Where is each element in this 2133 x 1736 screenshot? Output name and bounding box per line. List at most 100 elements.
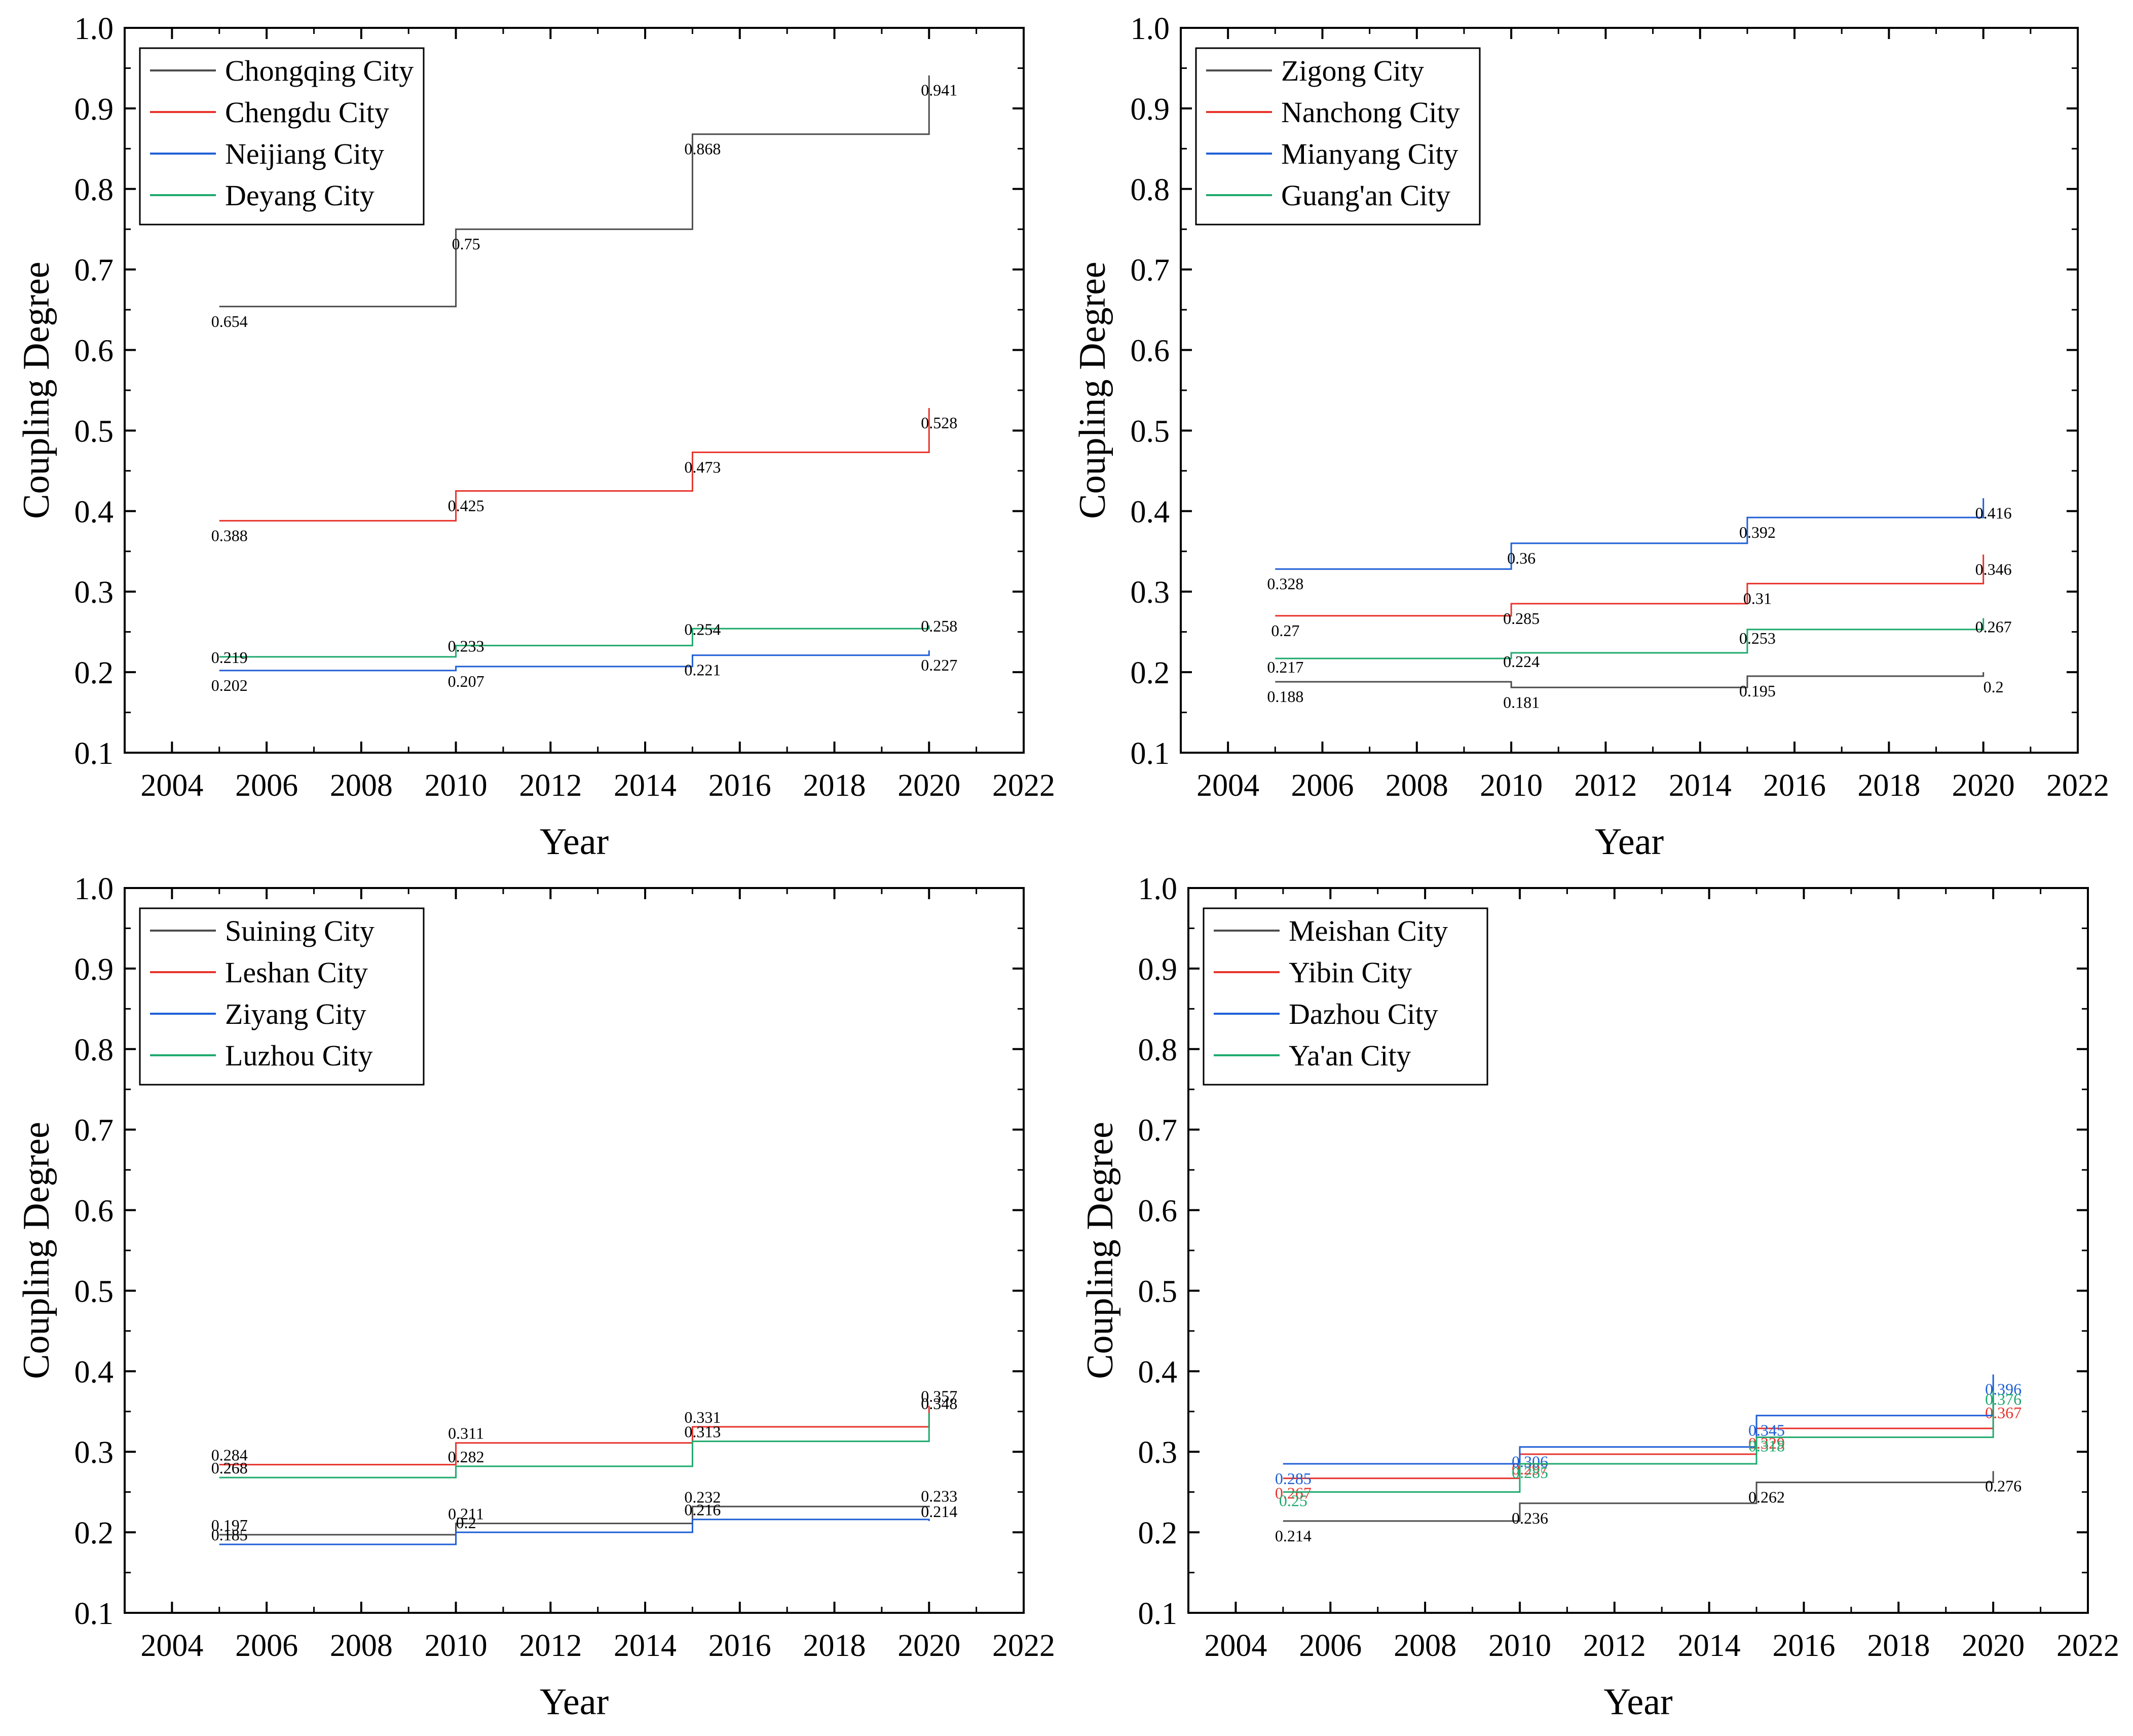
- y-tick-label: 0.4: [1131, 495, 1170, 529]
- data-label: 0.188: [1267, 687, 1303, 706]
- data-label: 0.284: [211, 1446, 248, 1464]
- data-label: 0.211: [448, 1505, 484, 1523]
- series-line-3: [1283, 1374, 1994, 1465]
- y-tick-label: 0.1: [74, 736, 114, 771]
- legend-label: Suining City: [225, 914, 375, 947]
- data-label: 0.388: [211, 526, 248, 544]
- legend-label: Meishan City: [1289, 914, 1448, 947]
- x-tick-label: 2004: [1196, 768, 1259, 803]
- data-label: 0.376: [1985, 1390, 2022, 1408]
- data-label: 0.267: [1275, 1484, 1312, 1502]
- y-tick-label: 0.6: [1138, 1194, 1178, 1229]
- data-label: 0.36: [1507, 549, 1536, 567]
- legend-label: Leshan City: [225, 956, 368, 989]
- data-label: 0.253: [1739, 629, 1776, 647]
- data-label: 0.311: [448, 1424, 484, 1443]
- legend-label: Guang'an City: [1281, 179, 1450, 212]
- y-tick-label: 0.9: [1138, 952, 1178, 987]
- data-label: 0.262: [1748, 1488, 1785, 1506]
- y-tick-label: 0.4: [74, 495, 114, 529]
- series-line-3: [1275, 498, 1985, 570]
- series-line-4: [219, 625, 930, 658]
- chart-panel-3: 0.1 0.2 0.3 0.4 0.5 0.6 0.7 0.8 0.9 1.0 2004 2006 20…: [16, 872, 1055, 1723]
- x-tick-label: 2020: [897, 768, 960, 803]
- x-tick-label: 2006: [1291, 768, 1354, 803]
- data-label: 0.357: [921, 1387, 957, 1406]
- data-label: 0.254: [684, 620, 721, 638]
- y-tick-label: 0.5: [74, 1274, 114, 1309]
- data-label: 0.654: [211, 312, 248, 330]
- y-tick-label: 0.6: [1131, 334, 1170, 368]
- x-tick-label: 2022: [2056, 1629, 2119, 1663]
- series-line-2: [219, 408, 930, 522]
- data-label: 0.285: [1512, 1463, 1548, 1482]
- x-tick-label: 2010: [425, 768, 488, 803]
- data-label: 0.528: [921, 414, 957, 432]
- y-tick-label: 1.0: [74, 12, 114, 46]
- x-axis-title: Year: [540, 1681, 609, 1723]
- x-tick-label: 2012: [1583, 1629, 1646, 1663]
- x-tick-label: 2008: [330, 1629, 393, 1663]
- y-tick-label: 1.0: [74, 872, 114, 906]
- data-label: 0.214: [921, 1502, 957, 1521]
- data-label: 0.217: [1267, 658, 1303, 676]
- data-label: 0.392: [1739, 523, 1776, 541]
- x-tick-label: 2014: [1678, 1629, 1741, 1663]
- y-tick-label: 0.8: [74, 1033, 114, 1067]
- y-axis-title: Coupling Degree: [1079, 1122, 1121, 1379]
- legend-label: Ziyang City: [225, 998, 366, 1030]
- y-tick-label: 0.3: [1138, 1435, 1178, 1470]
- x-tick-label: 2014: [614, 768, 677, 803]
- legend-label: Deyang City: [225, 179, 375, 212]
- data-label: 0.214: [1275, 1527, 1312, 1545]
- data-label: 0.367: [1985, 1403, 2022, 1422]
- data-label: 0.425: [448, 497, 484, 515]
- x-tick-label: 2018: [1867, 1629, 1930, 1663]
- series-line-1: [1275, 672, 1985, 688]
- y-tick-label: 0.2: [74, 656, 114, 690]
- series-line-1: [1283, 1471, 1994, 1522]
- y-tick-label: 0.5: [74, 414, 114, 449]
- legend-label: Nanchong City: [1281, 96, 1460, 129]
- series-line-4: [219, 1413, 930, 1479]
- data-label: 0.224: [1503, 652, 1540, 671]
- data-label: 0.313: [684, 1423, 721, 1441]
- x-tick-label: 2012: [519, 1629, 582, 1663]
- y-tick-label: 0.6: [74, 334, 114, 368]
- legend-box: [1203, 907, 1488, 1086]
- x-tick-label: 2022: [992, 1629, 1055, 1663]
- y-tick-label: 0.1: [74, 1597, 114, 1631]
- legend-label: Zigong City: [1281, 54, 1424, 87]
- x-tick-label: 2006: [1299, 1629, 1362, 1663]
- y-tick-label: 0.8: [1138, 1033, 1178, 1067]
- data-label: 0.318: [1748, 1437, 1785, 1455]
- data-label: 0.216: [684, 1501, 721, 1519]
- y-tick-label: 0.4: [74, 1355, 114, 1389]
- y-tick-label: 0.7: [1138, 1114, 1178, 1148]
- data-label: 0.219: [211, 648, 248, 667]
- x-tick-label: 2010: [425, 1629, 488, 1663]
- data-label: 0.258: [921, 617, 957, 635]
- series-line-4: [1275, 618, 1985, 659]
- x-tick-label: 2008: [1394, 1629, 1456, 1663]
- x-tick-label: 2022: [992, 768, 1055, 803]
- data-label: 0.195: [1739, 682, 1776, 700]
- data-label: 0.868: [684, 140, 721, 158]
- y-tick-label: 0.3: [74, 575, 114, 610]
- legend-label: Chengdu City: [225, 96, 389, 129]
- y-tick-label: 0.5: [1138, 1274, 1178, 1309]
- data-label: 0.232: [684, 1488, 721, 1506]
- data-label: 0.31: [1743, 589, 1772, 607]
- x-tick-label: 2008: [330, 768, 393, 803]
- data-label: 0.267: [1975, 618, 2012, 636]
- x-tick-label: 2018: [803, 768, 866, 803]
- x-tick-label: 2012: [1574, 768, 1637, 803]
- y-tick-label: 0.7: [74, 1114, 114, 1148]
- x-tick-label: 2010: [1480, 768, 1543, 803]
- data-label: 0.285: [1503, 609, 1540, 627]
- y-tick-label: 0.8: [1131, 173, 1170, 207]
- y-tick-label: 0.7: [1131, 253, 1170, 288]
- data-label: 0.233: [448, 637, 484, 655]
- data-label: 0.328: [1267, 575, 1303, 593]
